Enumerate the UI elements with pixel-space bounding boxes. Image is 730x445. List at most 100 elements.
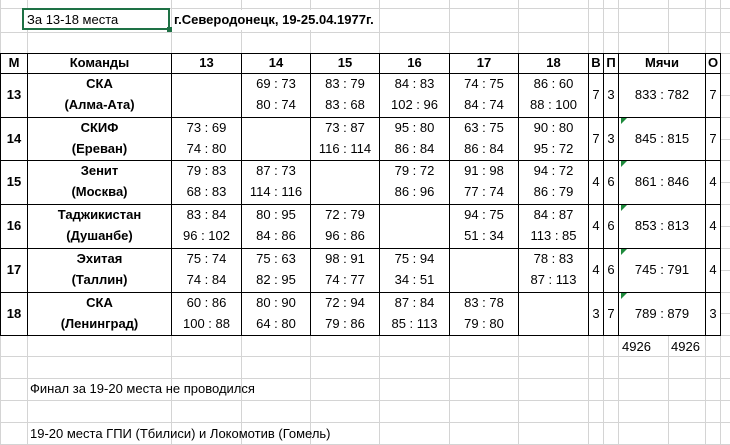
- points: 4: [709, 218, 717, 233]
- game-cell: [310, 160, 380, 205]
- game-cell: 84 : 83 102 : 96: [379, 73, 450, 118]
- header-text: 16: [407, 55, 422, 70]
- game-cell: 72 : 79 96 : 86: [310, 204, 380, 249]
- game-score: 74 : 80: [186, 140, 227, 156]
- header-cell: 17: [449, 53, 519, 74]
- game-score: 74 : 75: [464, 76, 504, 91]
- team-city: (Ленинград): [60, 315, 139, 331]
- game-score: 79 : 80: [464, 315, 504, 331]
- game-cell: 72 : 94 79 : 86: [310, 292, 380, 336]
- gridline: [0, 32, 730, 33]
- row-number-cell: 14: [0, 117, 28, 161]
- losses-cell: 6: [603, 248, 619, 293]
- balls-cell: 833 : 782: [618, 73, 706, 118]
- game-score: 86 : 84: [394, 140, 435, 156]
- row-number-cell: 15: [0, 160, 28, 205]
- row-number-cell: 17: [0, 248, 28, 293]
- game-score: 64 : 80: [256, 315, 296, 331]
- row-number-cell: 16: [0, 204, 28, 249]
- game-cell: 63 : 75 86 : 84: [449, 117, 519, 161]
- balls: 853 : 813: [634, 218, 690, 233]
- game-cell: [518, 292, 589, 336]
- balls-cell: 789 : 879: [618, 292, 706, 336]
- game-cell: 75 : 63 82 : 95: [241, 248, 311, 293]
- team-city: (Москва): [71, 184, 128, 199]
- title-left: За 13-18 места: [27, 10, 167, 30]
- gridline: [0, 422, 730, 423]
- comment-indicator: [621, 205, 627, 211]
- comment-indicator: [621, 161, 627, 167]
- wins-cell: 7: [588, 117, 604, 161]
- team-cell: Эхитая (Таллин): [27, 248, 172, 293]
- team-cell: Зенит (Москва): [27, 160, 172, 205]
- game-score: 79 : 83: [186, 163, 227, 178]
- game-cell: 84 : 87 113 : 85: [518, 204, 589, 249]
- game-score: 86 : 84: [464, 140, 504, 156]
- game-score: 75 : 74: [186, 251, 227, 266]
- game-score: 116 : 114: [318, 140, 372, 156]
- row-number: 13: [6, 87, 22, 102]
- game-score: 75 : 63: [256, 251, 296, 266]
- team-cell: СКА (Алма-Ата): [27, 73, 172, 118]
- row-number: 17: [6, 262, 22, 277]
- game-score: 90 : 80: [533, 120, 574, 135]
- game-score: 95 : 80: [394, 120, 435, 135]
- row-number: 18: [6, 305, 22, 321]
- game-cell: [171, 73, 242, 118]
- game-score: 94 : 75: [464, 207, 504, 222]
- header-text: О: [707, 55, 719, 70]
- game-score: 88 : 100: [530, 97, 577, 112]
- team-city: (Алма-Ата): [64, 97, 135, 112]
- game-cell: 94 : 75 51 : 34: [449, 204, 519, 249]
- game-score: 91 : 98: [464, 163, 504, 178]
- game-cell: 87 : 73 114 : 116: [241, 160, 311, 205]
- game-score: 34 : 51: [394, 272, 435, 287]
- title-right: г.Северодонецк, 19-25.04.1977г.: [174, 10, 378, 30]
- game-cell: 73 : 69 74 : 80: [171, 117, 242, 161]
- team-city: (Ереван): [71, 140, 128, 156]
- game-score: 69 : 73: [256, 76, 296, 91]
- wins-cell: 4: [588, 204, 604, 249]
- game-score: 78 : 83: [533, 251, 574, 266]
- team-name: СКА: [86, 76, 113, 91]
- game-score: 73 : 87: [325, 120, 365, 135]
- team-city: (Душанбе): [66, 228, 133, 243]
- game-score: 79 : 72: [394, 163, 435, 178]
- wins-cell: 7: [588, 73, 604, 118]
- game-score: 86 : 60: [533, 76, 574, 91]
- row-number: 16: [6, 218, 22, 233]
- team-city: (Таллин): [71, 272, 128, 287]
- team-cell: СКИФ (Ереван): [27, 117, 172, 161]
- balls-cell: 745 : 791: [618, 248, 706, 293]
- header-cell: О: [705, 53, 721, 74]
- game-cell: 80 : 95 84 : 86: [241, 204, 311, 249]
- wins: 7: [592, 130, 600, 146]
- header-cell: П: [603, 53, 619, 74]
- game-score: 77 : 74: [464, 184, 504, 199]
- game-cell: 87 : 84 85 : 113: [379, 292, 450, 336]
- header-cell: 16: [379, 53, 450, 74]
- balls-cell: 861 : 846: [618, 160, 706, 205]
- gridline: [0, 8, 730, 9]
- comment-indicator: [621, 118, 627, 124]
- row-number: 15: [6, 174, 22, 189]
- header-cell: 18: [518, 53, 589, 74]
- header-text: 18: [546, 55, 561, 70]
- losses: 6: [607, 218, 615, 233]
- row-number-cell: 13: [0, 73, 28, 118]
- comment-indicator: [621, 293, 627, 299]
- wins: 4: [592, 262, 600, 277]
- header-cell: Команды: [27, 53, 172, 74]
- game-cell: 75 : 94 34 : 51: [379, 248, 450, 293]
- header-text: Мячи: [645, 55, 679, 70]
- fill-handle: [167, 27, 172, 32]
- losses: 3: [607, 87, 615, 102]
- header-cell: 14: [241, 53, 311, 74]
- points-cell: 7: [705, 73, 721, 118]
- game-cell: 80 : 90 64 : 80: [241, 292, 311, 336]
- game-score: 113 : 85: [530, 228, 577, 243]
- team-name: Таджикистан: [57, 207, 142, 222]
- header-text: П: [606, 55, 616, 70]
- game-score: 114 : 116: [249, 184, 303, 199]
